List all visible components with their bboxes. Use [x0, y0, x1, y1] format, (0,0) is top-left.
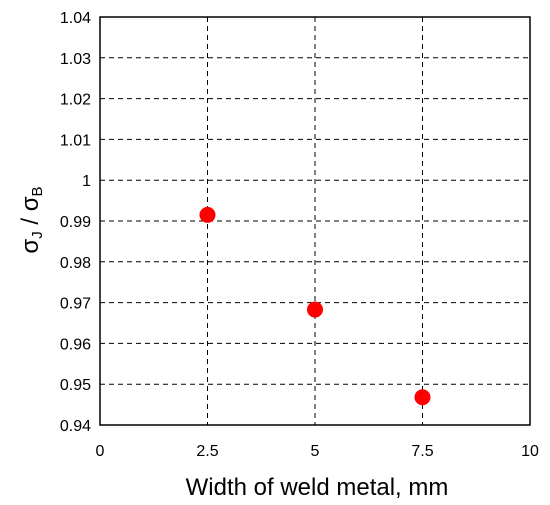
- y-tick-label: 1.01: [60, 132, 91, 149]
- data-point: [414, 389, 431, 406]
- y-tick-label: 1.04: [60, 10, 91, 27]
- y-axis-title-sub1: J: [29, 231, 46, 239]
- y-tick-label: 1.02: [60, 92, 91, 109]
- plot-area-frame: [99, 16, 531, 426]
- y-tick-label: 0.95: [60, 377, 91, 394]
- data-points: [199, 206, 431, 406]
- y-axis-title-base2: σ: [17, 196, 44, 211]
- y-tick-label: 1.03: [60, 51, 91, 68]
- y-axis-title-sub2: B: [29, 186, 46, 196]
- y-axis-title-sep: /: [17, 211, 44, 231]
- y-tick-label: 1: [82, 173, 91, 190]
- data-point: [307, 301, 323, 318]
- y-tick-label: 0.99: [60, 214, 91, 231]
- y-tick-label: 0.98: [60, 255, 91, 272]
- y-tick-label: 0.96: [60, 336, 91, 353]
- y-axis-title-base1: σ: [17, 239, 44, 254]
- x-axis-title: Width of weld metal, mm: [186, 474, 449, 501]
- y-axis-title: σJ / σB: [17, 186, 46, 253]
- x-axis-tick-labels: 0 2.5 5 7.5 10: [96, 443, 539, 460]
- data-point: [199, 206, 216, 223]
- y-tick-label: 0.94: [60, 418, 91, 435]
- x-tick-label: 10: [521, 443, 539, 460]
- x-tick-label: 2.5: [196, 443, 218, 460]
- y-tick-label: 0.97: [60, 296, 91, 313]
- x-tick-label: 7.5: [411, 443, 433, 460]
- y-axis-tick-labels: 0.94 0.95 0.96 0.97 0.98 0.99 1 1.01 1.02 1.03 1.0…: [60, 10, 91, 435]
- x-tick-label: 0: [96, 443, 105, 460]
- x-tick-label: 5: [311, 443, 320, 460]
- gridlines: [100, 17, 530, 425]
